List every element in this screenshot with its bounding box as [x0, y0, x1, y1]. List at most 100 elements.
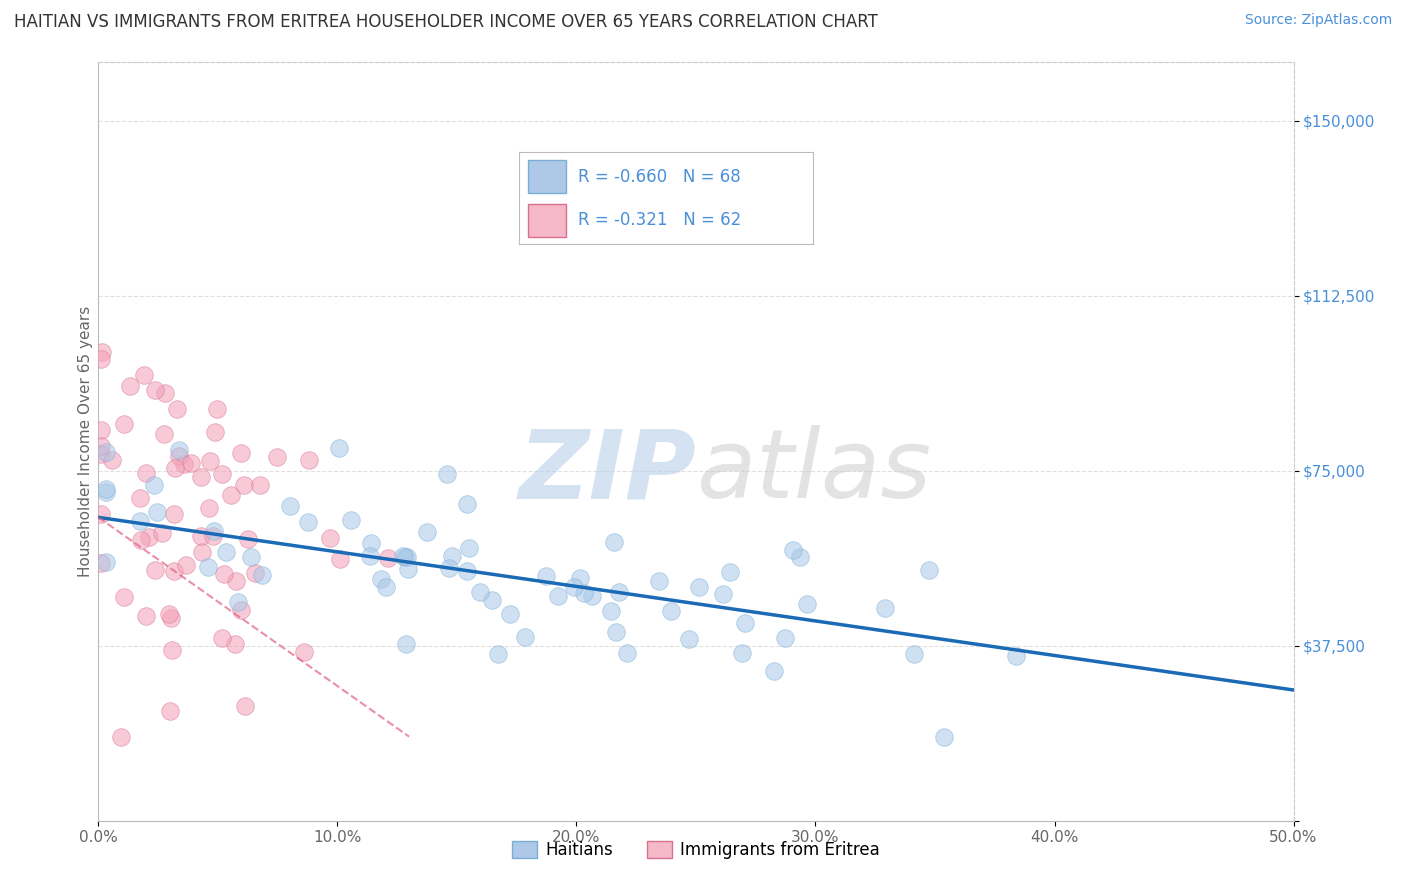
Point: [163, 564, 186, 578]
Point: [278, 499, 301, 513]
Point: [225, 574, 247, 589]
Point: [90, 424, 112, 438]
Point: [440, 549, 463, 564]
Point: [481, 593, 503, 607]
Point: [129, 533, 152, 548]
Point: [773, 631, 796, 645]
Point: [157, 607, 180, 622]
Point: [232, 477, 254, 491]
Point: [138, 531, 160, 545]
Point: [90, 447, 112, 461]
Point: [135, 609, 157, 624]
Point: [163, 507, 186, 521]
Point: [678, 632, 700, 646]
Point: [243, 566, 266, 581]
Point: [456, 497, 478, 511]
Point: [146, 505, 169, 519]
Point: [173, 457, 195, 471]
Legend: Haitians, Immigrants from Eritrea: Haitians, Immigrants from Eritrea: [506, 834, 886, 865]
Point: [205, 401, 228, 416]
Text: Source: ZipAtlas.com: Source: ZipAtlas.com: [1244, 13, 1392, 28]
Point: [395, 549, 418, 564]
Point: [297, 453, 319, 467]
Point: [90, 508, 112, 522]
Point: [360, 536, 382, 550]
Point: [499, 607, 522, 621]
Y-axis label: Householder Income Over 65 years: Householder Income Over 65 years: [77, 306, 93, 577]
Point: [94, 555, 117, 569]
Point: [648, 574, 671, 589]
Point: [211, 631, 233, 645]
Point: [416, 525, 439, 540]
Point: [458, 541, 481, 555]
Text: HAITIAN VS IMMIGRANTS FROM ERITREA HOUSEHOLDER INCOME OVER 65 YEARS CORRELATION : HAITIAN VS IMMIGRANTS FROM ERITREA HOUSE…: [14, 13, 877, 31]
Point: [226, 595, 249, 609]
Point: [394, 549, 416, 564]
Point: [215, 545, 238, 559]
Point: [439, 561, 461, 575]
Point: [436, 467, 458, 482]
Point: [231, 603, 253, 617]
Point: [932, 730, 955, 744]
Point: [391, 549, 413, 563]
Point: [202, 529, 225, 543]
Point: [396, 562, 419, 576]
Point: [456, 564, 478, 578]
Point: [190, 529, 212, 543]
Point: [166, 401, 188, 416]
Point: [143, 477, 166, 491]
Point: [659, 604, 682, 618]
Point: [238, 532, 260, 546]
Point: [328, 441, 350, 455]
Point: [569, 571, 592, 585]
Point: [359, 549, 381, 563]
Point: [605, 624, 627, 639]
Point: [370, 572, 392, 586]
Point: [297, 516, 319, 530]
Point: [562, 581, 585, 595]
Point: [198, 501, 221, 516]
Point: [197, 559, 219, 574]
Point: [395, 637, 418, 651]
Point: [219, 488, 242, 502]
Point: [734, 615, 756, 630]
Point: [486, 648, 509, 662]
Point: [94, 445, 117, 459]
Point: [547, 589, 569, 603]
Point: [616, 647, 638, 661]
Text: atlas: atlas: [696, 425, 931, 518]
Point: [211, 467, 233, 481]
Point: [1004, 649, 1026, 664]
Text: R = -0.660   N = 68: R = -0.660 N = 68: [578, 168, 741, 186]
Point: [789, 550, 811, 565]
Point: [536, 569, 558, 583]
Point: [150, 526, 173, 541]
Point: [600, 604, 623, 618]
Point: [163, 461, 186, 475]
Point: [796, 598, 818, 612]
Point: [711, 587, 734, 601]
Point: [167, 449, 190, 463]
Point: [688, 580, 710, 594]
Point: [174, 558, 197, 572]
Point: [224, 637, 246, 651]
Text: ZIP: ZIP: [517, 425, 696, 518]
Point: [94, 485, 117, 500]
Point: [339, 513, 361, 527]
Point: [235, 699, 257, 714]
Point: [101, 453, 124, 467]
Point: [191, 545, 214, 559]
Point: [190, 470, 212, 484]
Point: [143, 383, 166, 397]
Point: [903, 648, 925, 662]
Point: [875, 601, 897, 615]
Point: [468, 585, 491, 599]
Point: [762, 665, 785, 679]
Point: [169, 442, 191, 457]
Point: [374, 581, 396, 595]
Point: [90, 557, 112, 571]
Point: [266, 450, 288, 465]
Point: [159, 704, 181, 718]
Point: [153, 427, 176, 442]
Point: [202, 524, 225, 538]
